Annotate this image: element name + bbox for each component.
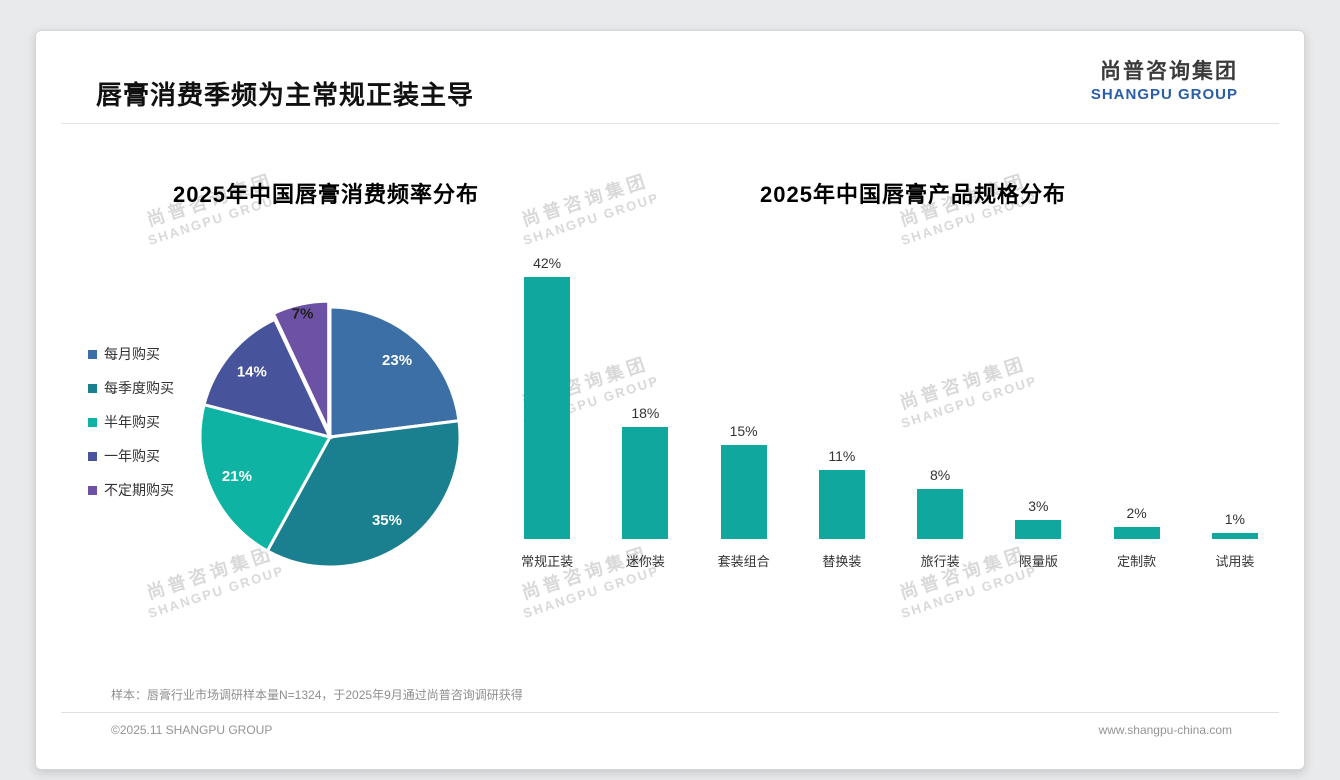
legend-label: 半年购买 (104, 414, 160, 430)
bar-value-label: 1% (1224, 510, 1245, 527)
bar-value-label: 3% (1028, 498, 1049, 515)
header-divider (61, 123, 1279, 124)
watermark-text: 尚普咨询集团 SHANGPU GROUP (513, 165, 661, 248)
bar-value-label: 2% (1126, 504, 1147, 521)
bar-value-label: 15% (729, 423, 758, 440)
bar-column: 1% 试用装 (1186, 247, 1284, 569)
bar (720, 445, 767, 539)
page-title: 唇膏消费季频为主常规正装主导 (96, 80, 475, 110)
bar-category-label: 定制款 (1117, 554, 1157, 569)
bar-column: 42% 常规正装 (498, 247, 596, 569)
legend-label: 每月购买 (104, 346, 160, 362)
bar-column: 15% 套装组合 (695, 247, 793, 569)
pie-chart-title: 2025年中国唇膏消费频率分布 (173, 182, 479, 207)
legend-item: 半年购买 (88, 405, 174, 439)
legend-label: 不定期购买 (104, 482, 174, 498)
bar-value-label: 11% (828, 448, 856, 465)
legend-swatch (88, 485, 97, 495)
bar-column: 3% 限量版 (989, 247, 1087, 569)
pie-slice (271, 301, 331, 432)
pie-slice (328, 305, 461, 439)
pie-slice-value: 21% (222, 468, 252, 485)
bar-column: 18% 迷你装 (596, 247, 694, 569)
pie-slice (265, 419, 462, 569)
logo-english-text: SHANGPU GROUP (1090, 86, 1238, 103)
slide-card: 尚普咨询集团 SHANGPU GROUP 尚普咨询集团 SHANGPU GROUP 尚普… (35, 30, 1305, 770)
bar (524, 276, 571, 539)
copyright-text: ©2025.11 SHANGPU GROUP (111, 723, 273, 737)
pie-slice-value: 23% (382, 352, 412, 369)
watermark-text: 尚普咨询集团 SHANGPU GROUP (891, 538, 1039, 621)
legend-swatch (88, 451, 97, 461)
bar-category-label: 限量版 (1018, 554, 1058, 569)
legend-item: 每月购买 (88, 337, 174, 371)
bar (917, 489, 964, 539)
bar (1113, 526, 1160, 539)
pie-legend: 每月购买每季度购买半年购买一年购买不定期购买 (88, 337, 174, 507)
watermark-cn: 尚普咨询集团 (519, 543, 651, 604)
legend-item: 每季度购买 (88, 371, 174, 405)
pie-slice (202, 317, 333, 440)
bar-category-label: 替换装 (822, 554, 862, 569)
watermark-en: SHANGPU GROUP (899, 562, 1040, 621)
bar-column: 11% 替换装 (793, 247, 891, 569)
bar-column: 8% 旅行装 (891, 247, 989, 569)
watermark-cn: 尚普咨询集团 (897, 543, 1029, 604)
bar (622, 426, 669, 539)
bar-category-label: 迷你装 (625, 554, 665, 569)
bar-category-label: 套装组合 (717, 554, 770, 569)
legend-swatch (88, 417, 97, 427)
bar-chart-title: 2025年中国唇膏产品规格分布 (760, 182, 1066, 207)
pie-slice-value: 7% (292, 305, 314, 322)
legend-label: 一年购买 (104, 448, 160, 464)
pie-slice-value: 14% (237, 363, 267, 380)
watermark-en: SHANGPU GROUP (521, 562, 662, 621)
bar-value-label: 18% (631, 404, 660, 421)
source-note: 样本：唇膏行业市场调研样本量N=1324，于2025年9月通过尚普咨询调研获得 (111, 688, 523, 702)
watermark-en: SHANGPU GROUP (521, 189, 662, 248)
pie-chart: 23% 35% 21% 14% 7% (198, 301, 462, 569)
bar-value-label: 8% (930, 467, 951, 484)
legend-item: 不定期购买 (88, 473, 174, 507)
watermark-cn: 尚普咨询集团 (519, 170, 651, 231)
pie-slice-value: 35% (372, 512, 402, 529)
pie-slice (198, 402, 333, 553)
bar-category-label: 试用装 (1215, 554, 1255, 569)
footer-divider (61, 712, 1279, 713)
bar (1211, 532, 1258, 539)
bar-value-label: 42% (533, 254, 562, 271)
bar-column: 2% 定制款 (1088, 247, 1186, 569)
legend-swatch (88, 349, 97, 359)
legend-item: 一年购买 (88, 439, 174, 473)
company-logo: 尚普咨询集团 SHANGPU GROUP (1091, 55, 1238, 103)
legend-label: 每季度购买 (104, 380, 174, 396)
legend-swatch (88, 383, 97, 393)
logo-chinese-text: 尚普咨询集团 (1100, 60, 1238, 83)
website-url: www.shangpu-china.com (1098, 723, 1232, 737)
bar (818, 470, 865, 539)
bar (1015, 520, 1062, 539)
bar-category-label: 常规正装 (521, 554, 574, 569)
bar-category-label: 旅行装 (920, 554, 960, 569)
bar-chart: 42% 常规正装 18% 迷你装 15% 套装组合 11% 替换装 8% 旅行装 3% 限量版 2% 定制… (498, 247, 1284, 569)
